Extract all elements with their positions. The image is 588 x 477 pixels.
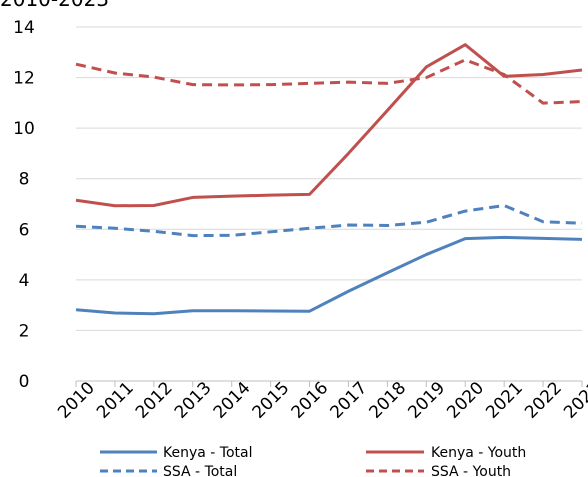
legend-layer: Kenya - Total Kenya - Youth SSA - Total SSA… xyxy=(100,445,526,477)
legend-label-0: Kenya - Total xyxy=(163,445,252,461)
y-tick-label-12: 12 xyxy=(13,69,35,89)
x-tick-label-2023: 2023 xyxy=(560,378,588,423)
legend-label-3: SSA - Youth xyxy=(431,464,511,477)
grid-layer xyxy=(76,26,582,331)
y-tick-label-14: 14 xyxy=(13,18,35,38)
y-tick-label-6: 6 xyxy=(19,220,30,240)
y-tick-label-8: 8 xyxy=(19,170,30,190)
y-tick-label-10: 10 xyxy=(13,119,35,139)
legend-label-1: Kenya - Youth xyxy=(431,445,526,461)
series-layer xyxy=(75,43,583,316)
series-line-3 xyxy=(75,58,583,105)
chart-title-layer: 2010-2023 xyxy=(0,0,109,11)
chart-title: 2010-2023 xyxy=(0,0,109,11)
axis-layer xyxy=(75,380,583,387)
series-line-2 xyxy=(75,204,583,238)
y-tick-label-0: 0 xyxy=(19,372,30,392)
x-tick-layer: 2010201120122013201420152016201720182019… xyxy=(54,378,588,423)
series-line-1 xyxy=(75,43,583,208)
y-tick-label-2: 2 xyxy=(19,321,30,341)
y-tick-label-4: 4 xyxy=(19,271,30,291)
y-tick-layer: 0 2 4 6 8 10 12 14 xyxy=(13,18,35,392)
series-line-0 xyxy=(75,235,583,316)
legend-label-2: SSA - Total xyxy=(163,464,237,477)
